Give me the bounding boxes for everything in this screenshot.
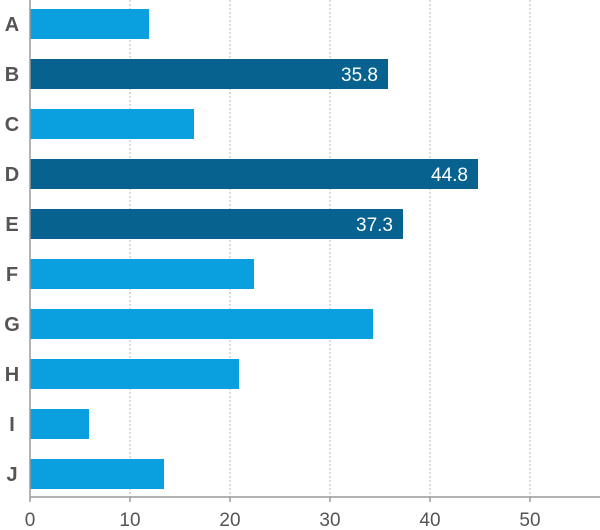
bar-I (30, 409, 89, 439)
category-label-E: E (5, 214, 18, 236)
category-label-F: F (6, 264, 18, 286)
value-label-D: 44.8 (431, 165, 468, 186)
bar-F (30, 259, 254, 289)
category-label-B: B (5, 64, 19, 86)
tick-label-50: 50 (519, 510, 540, 530)
category-label-H: H (5, 364, 19, 386)
tick-label-10: 10 (119, 510, 140, 530)
tick-label-0: 0 (25, 510, 36, 530)
tick-label-20: 20 (219, 510, 240, 530)
bar-C (30, 109, 194, 139)
bar-B (30, 59, 388, 89)
bar-A (30, 9, 149, 39)
bar-E (30, 209, 403, 239)
category-label-D: D (5, 164, 19, 186)
bar-J (30, 459, 164, 489)
category-label-A: A (5, 14, 19, 36)
bar-D (30, 159, 478, 189)
tick-label-40: 40 (419, 510, 440, 530)
bar-G (30, 309, 373, 339)
category-labels: A B C D E F G H I J (4, 14, 20, 486)
bar-H (30, 359, 239, 389)
bars: 35.8 44.8 37.3 (30, 9, 478, 489)
category-label-G: G (4, 314, 20, 336)
x-axis: 0 10 20 30 40 50 (25, 0, 600, 530)
tick-label-30: 30 (319, 510, 340, 530)
value-label-B: 35.8 (341, 65, 378, 86)
category-label-C: C (5, 114, 19, 136)
category-label-I: I (9, 414, 15, 436)
category-label-J: J (6, 464, 17, 486)
value-label-E: 37.3 (356, 215, 393, 236)
grid-lines (129, 0, 531, 497)
